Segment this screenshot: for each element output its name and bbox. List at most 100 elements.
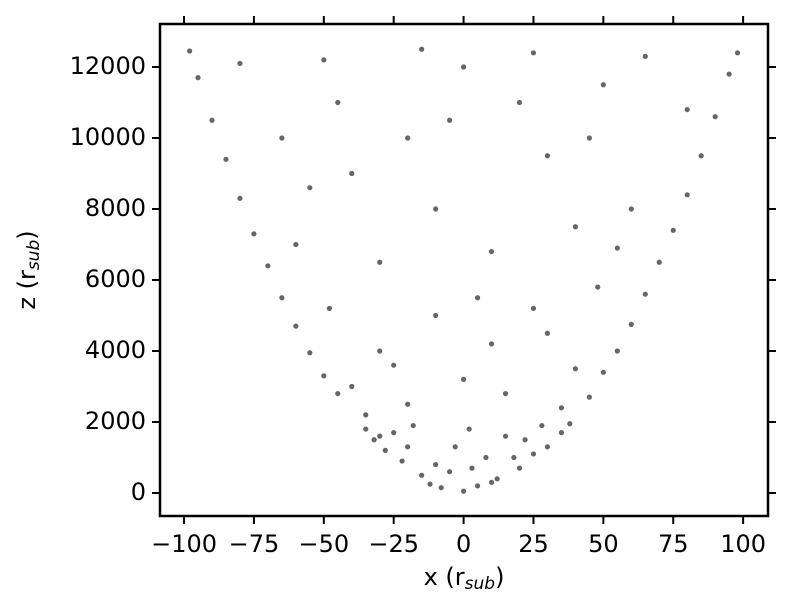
point <box>488 341 495 347</box>
x-tick-label: −25 <box>368 530 419 558</box>
point <box>265 263 271 269</box>
point <box>307 185 313 191</box>
point <box>544 153 551 159</box>
point <box>419 472 425 478</box>
point <box>614 348 620 354</box>
x-tick-label: 25 <box>518 530 549 558</box>
point <box>447 469 453 475</box>
point <box>726 71 732 77</box>
point <box>511 454 517 461</box>
point <box>628 206 634 212</box>
point <box>600 369 606 375</box>
point <box>279 295 285 301</box>
point <box>488 248 495 255</box>
point <box>405 401 411 407</box>
point <box>391 362 397 368</box>
point <box>452 444 458 450</box>
y-tick-label: 12000 <box>70 52 146 80</box>
point <box>363 426 369 432</box>
point <box>656 259 662 265</box>
point <box>391 430 397 436</box>
point <box>586 135 592 141</box>
point <box>427 481 433 487</box>
x-tick-label: −100 <box>151 530 217 558</box>
point <box>237 195 243 201</box>
point <box>460 64 467 70</box>
x-label-end: ) <box>495 563 504 591</box>
point <box>586 394 592 400</box>
point <box>363 412 369 418</box>
point <box>293 241 299 248</box>
point <box>377 348 383 354</box>
y-axis-label: z (rsub) <box>13 230 44 309</box>
point <box>572 366 578 372</box>
point <box>734 50 741 56</box>
point <box>326 305 333 311</box>
point <box>460 488 467 494</box>
point <box>572 224 578 230</box>
point <box>349 383 355 390</box>
point <box>321 373 327 379</box>
point <box>494 476 500 482</box>
point <box>466 426 472 432</box>
point <box>371 437 377 443</box>
point <box>293 323 299 329</box>
point <box>419 46 425 52</box>
y-label-main: z (r <box>13 270 41 310</box>
point <box>670 227 676 233</box>
y-tick-label: 4000 <box>85 336 146 364</box>
x-label-main: x (r <box>424 563 465 591</box>
point <box>433 461 439 468</box>
point <box>522 437 528 443</box>
point <box>516 465 523 471</box>
point <box>544 444 551 450</box>
point <box>209 117 215 123</box>
point <box>187 48 193 54</box>
x-tick-label: 50 <box>588 530 619 558</box>
point <box>279 135 285 141</box>
point <box>600 82 606 88</box>
point <box>502 433 509 439</box>
point <box>516 99 523 106</box>
point <box>642 291 648 297</box>
point <box>195 75 201 81</box>
point <box>558 405 565 411</box>
point <box>628 321 634 327</box>
point <box>483 454 489 461</box>
point <box>567 421 573 427</box>
point <box>530 50 537 56</box>
point <box>251 231 257 237</box>
point <box>433 206 439 212</box>
x-tick-label: 100 <box>720 530 766 558</box>
y-label-sub: sub <box>24 240 44 270</box>
point <box>382 447 388 453</box>
point <box>399 458 405 464</box>
point <box>595 284 601 290</box>
y-tick-label: 2000 <box>85 407 146 435</box>
point <box>488 479 495 485</box>
x-tick-label: −50 <box>298 530 349 558</box>
point <box>469 465 475 471</box>
y-tick-label: 10000 <box>70 123 146 151</box>
point <box>539 422 545 429</box>
point <box>447 117 453 123</box>
x-tick-label: 0 <box>456 530 471 558</box>
point <box>502 390 509 397</box>
point <box>410 422 416 429</box>
point <box>223 156 229 162</box>
point <box>335 390 341 397</box>
x-label-sub: sub <box>465 574 495 594</box>
point <box>405 135 411 141</box>
point <box>237 60 243 67</box>
point <box>335 99 341 106</box>
point <box>530 305 537 311</box>
point <box>474 295 481 301</box>
point <box>544 330 551 336</box>
point <box>614 245 620 251</box>
point <box>460 376 467 382</box>
point <box>474 483 481 489</box>
point <box>684 192 690 198</box>
point <box>349 170 355 177</box>
point <box>438 485 444 491</box>
